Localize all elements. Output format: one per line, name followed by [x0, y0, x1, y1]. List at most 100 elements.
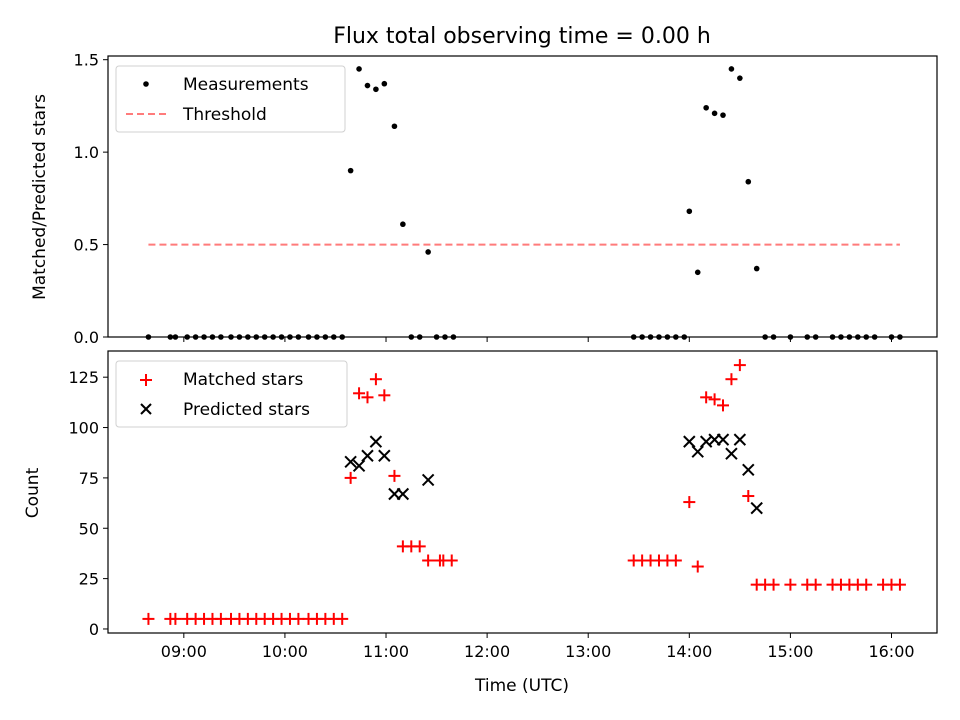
- measurement-point: [762, 334, 768, 340]
- measurement-point: [829, 334, 836, 340]
- measurement-point: [871, 334, 878, 340]
- matched-star-point: [353, 387, 366, 400]
- measurement-point: [812, 334, 819, 340]
- predicted-star-point: [378, 449, 391, 462]
- measurement-point: [347, 167, 354, 174]
- legend-predicted-marker: [140, 403, 152, 415]
- measurement-point: [167, 334, 174, 340]
- measurement-point: [855, 334, 861, 340]
- bottom-plot-frame: [107, 350, 938, 634]
- measurement-point: [245, 334, 251, 340]
- measurement-point: [381, 80, 388, 87]
- predicted-star-point: [725, 447, 738, 460]
- measurement-point: [270, 334, 276, 340]
- bottom-x-ticks: 09:00 10:00 11:00 12:00 13:00 14:00 15:00 16:00: [161, 633, 915, 661]
- predicted-star-point: [683, 435, 696, 448]
- x-tick-label: 10:00: [262, 642, 308, 661]
- matched-star-point: [691, 560, 704, 573]
- predicted-star-point: [742, 463, 755, 477]
- matched-star-point: [378, 389, 391, 402]
- measurement-point: [728, 66, 735, 72]
- measurement-point: [314, 334, 320, 340]
- matched-star-point: [369, 373, 382, 386]
- legend-measurements-marker: [143, 81, 149, 87]
- measurement-point: [339, 334, 346, 340]
- matched-star-point: [784, 578, 797, 591]
- x-tick-label: 15:00: [767, 642, 813, 661]
- top-y-tick-label: 0.0: [74, 328, 99, 347]
- predicted-star-point: [733, 433, 747, 446]
- x-tick-label: 13:00: [565, 642, 611, 661]
- top-y-axis-label: Matched/Predicted stars: [30, 94, 50, 300]
- x-tick-label: 14:00: [666, 642, 712, 661]
- bottom-y-tick-label: 125: [68, 368, 99, 387]
- predicted-star-point: [369, 435, 383, 448]
- bottom-y-tick-label: 25: [79, 570, 99, 589]
- predicted-star-point: [421, 473, 435, 487]
- measurement-point: [681, 334, 688, 340]
- x-tick-label: 09:00: [161, 642, 207, 661]
- measurement-point: [364, 82, 371, 89]
- measurement-point: [694, 269, 701, 276]
- bottom-y-tick-label: 50: [79, 519, 99, 538]
- predicted-star-point: [716, 433, 730, 446]
- legend-threshold-label: Threshold: [182, 105, 267, 125]
- measurement-point: [720, 112, 726, 118]
- matched-star-point: [292, 612, 305, 625]
- measurement-point: [218, 334, 224, 340]
- top-y-tick-label: 1.0: [74, 143, 99, 162]
- measurement-point: [295, 334, 302, 340]
- measurement-point: [253, 334, 260, 340]
- legend-predicted-label: Predicted stars: [183, 400, 310, 420]
- bottom-y-tick-label: 75: [79, 469, 99, 488]
- measurement-point: [703, 104, 709, 111]
- measurement-point: [897, 334, 903, 340]
- matched-star-point: [413, 540, 426, 553]
- measurement-point: [433, 334, 440, 340]
- measurement-point: [201, 334, 207, 340]
- x-tick-label: 11:00: [363, 642, 409, 661]
- measurement-point: [745, 178, 752, 185]
- measurement-point: [838, 334, 844, 340]
- matched-star-point: [445, 554, 458, 567]
- measurement-point: [356, 66, 362, 72]
- predicted-star-point: [691, 445, 704, 458]
- matched-star-point: [669, 554, 682, 567]
- measurement-point: [228, 334, 234, 340]
- measurement-point: [664, 334, 671, 340]
- legend-matched-label: Matched stars: [183, 370, 303, 390]
- bottom-y-axis-label: Count: [23, 467, 43, 518]
- measurement-point: [192, 334, 199, 340]
- measurement-point: [442, 334, 448, 340]
- matched-star-point: [336, 612, 349, 625]
- matched-star-point: [700, 391, 713, 404]
- x-axis-label: Time (UTC): [474, 676, 569, 696]
- measurement-point: [888, 334, 895, 340]
- measurement-point: [236, 334, 243, 340]
- measurement-point: [322, 334, 329, 340]
- matched-star-point: [708, 393, 721, 406]
- predicted-star-point: [344, 455, 357, 468]
- matched-star-point: [344, 471, 357, 484]
- top-plot-frame: [107, 55, 938, 338]
- matched-star-point: [683, 496, 696, 509]
- top-y-tick-label: 0.5: [74, 236, 99, 255]
- predicted-star-point: [750, 501, 763, 515]
- chart-title: Flux total observing time = 0.00 h: [333, 24, 711, 49]
- top-legend: Measurements Threshold: [115, 65, 346, 133]
- measurement-point: [656, 334, 662, 340]
- bottom-y-tick-label: 100: [68, 419, 99, 438]
- measurement-point: [330, 334, 337, 340]
- measurement-point: [787, 334, 794, 340]
- legend-matched-marker: [140, 374, 152, 386]
- bottom-plot-marks: [142, 359, 906, 625]
- top-y-ticks: 0.0 0.5 1.0 1.5: [74, 51, 108, 347]
- matched-star-point: [717, 399, 730, 412]
- measurement-point: [846, 334, 853, 340]
- matched-star-point: [422, 554, 435, 567]
- measurement-point: [172, 334, 179, 340]
- measurement-point: [305, 334, 312, 340]
- measurement-point: [287, 334, 293, 340]
- bottom-legend: Matched stars Predicted stars: [115, 360, 348, 428]
- matched-star-point: [169, 612, 182, 625]
